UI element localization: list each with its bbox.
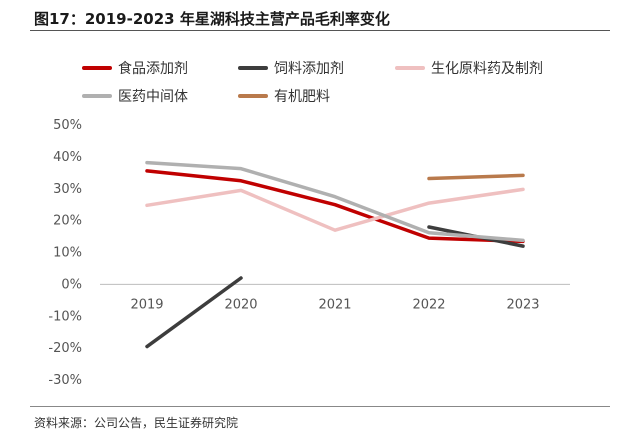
y-tick-label: 20%: [53, 214, 82, 229]
y-tick-label: -30%: [48, 373, 82, 388]
x-axis-ticks: 2019 2020 2021 2022 2023: [130, 297, 539, 312]
legend-label: 饲料添加剂: [274, 61, 344, 77]
y-tick-label: 30%: [53, 182, 82, 197]
y-tick-label: -20%: [48, 341, 82, 356]
title-rule: [30, 30, 610, 31]
y-tick-label: 0%: [61, 277, 82, 292]
x-tick-label: 2022: [412, 297, 445, 312]
x-tick-label: 2021: [318, 297, 351, 312]
series-line: [145, 169, 525, 244]
legend-label: 有机肥料: [274, 89, 330, 105]
series-line: [427, 173, 525, 181]
y-tick-label: -10%: [48, 309, 82, 324]
figure-title: 图17：2019-2023 年星湖科技主营产品毛利率变化: [34, 10, 390, 28]
legend-label: 生化原料药及制剂: [431, 61, 543, 77]
x-tick-label: 2023: [506, 297, 539, 312]
series-lines: [145, 160, 525, 349]
series-line: [145, 187, 525, 232]
y-tick-label: 50%: [53, 118, 82, 133]
legend-label: 医药中间体: [118, 89, 188, 105]
source-rule: [30, 406, 610, 407]
y-tick-label: 10%: [53, 246, 82, 261]
x-tick-label: 2020: [224, 297, 257, 312]
y-tick-label: 40%: [53, 150, 82, 165]
y-axis-ticks: 50% 40% 30% 20% 10% 0% -10% -20% -30%: [48, 118, 82, 388]
legend-label: 食品添加剂: [118, 60, 188, 77]
source-note: 资料来源：公司公告，民生证券研究院: [34, 416, 239, 430]
series-line: [145, 160, 525, 243]
x-tick-label: 2019: [130, 297, 163, 312]
series-line: [145, 276, 243, 349]
